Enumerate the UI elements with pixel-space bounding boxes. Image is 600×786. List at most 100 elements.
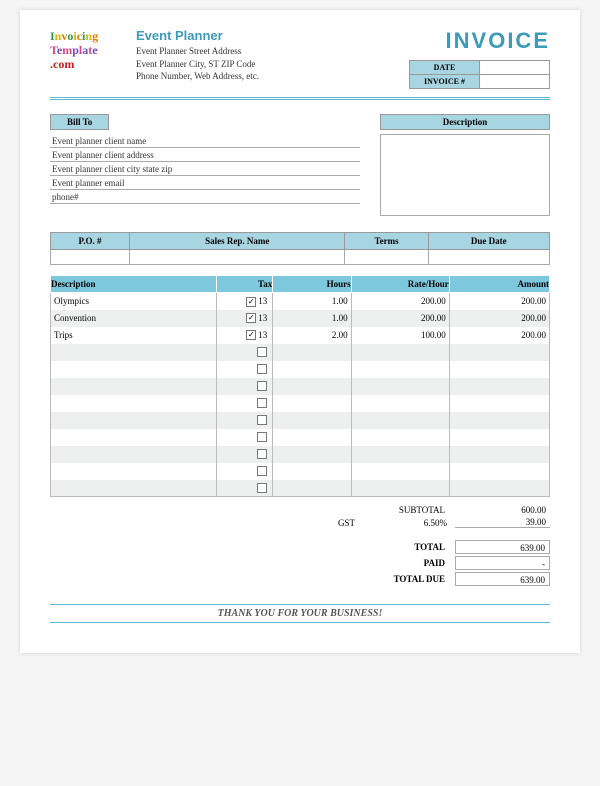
line-item-row	[51, 412, 550, 429]
item-tax[interactable]	[216, 412, 273, 429]
header: Invoicing Template .com Event Planner Ev…	[50, 28, 550, 89]
item-rate[interactable]	[351, 395, 449, 412]
item-rate[interactable]	[351, 480, 449, 497]
item-rate[interactable]	[351, 429, 449, 446]
item-hours[interactable]	[273, 463, 351, 480]
gst-pct: 6.50%	[365, 518, 455, 528]
item-rate[interactable]: 200.00	[351, 310, 449, 327]
gst-label: GST	[338, 518, 365, 528]
item-rate[interactable]	[351, 446, 449, 463]
tax-checkbox[interactable]	[257, 415, 267, 425]
invoice-page: Invoicing Template .com Event Planner Ev…	[20, 10, 580, 653]
gst-value: 39.00	[455, 517, 550, 528]
client-city-state-zip[interactable]: Event planner client city state zip	[50, 162, 360, 176]
tax-checkbox[interactable]	[257, 347, 267, 357]
item-amount	[449, 463, 549, 480]
item-rate[interactable]	[351, 412, 449, 429]
tax-checkbox[interactable]: ✓	[246, 313, 256, 323]
ref-header: P.O. #	[51, 233, 130, 250]
date-value[interactable]	[480, 61, 550, 75]
item-tax[interactable]: ✓13	[216, 310, 273, 327]
item-tax[interactable]	[216, 344, 273, 361]
ref-cell[interactable]	[345, 250, 428, 265]
ref-cell[interactable]	[130, 250, 345, 265]
thank-you-message: THANK YOU FOR YOUR BUSINESS!	[50, 604, 550, 623]
bill-to-block: Bill To Event planner client name Event …	[50, 114, 360, 216]
ref-header: Due Date	[428, 233, 549, 250]
item-tax[interactable]	[216, 480, 273, 497]
item-rate[interactable]	[351, 344, 449, 361]
item-hours[interactable]	[273, 395, 351, 412]
item-hours[interactable]	[273, 378, 351, 395]
tax-checkbox[interactable]	[257, 483, 267, 493]
client-phone[interactable]: phone#	[50, 190, 360, 204]
item-tax[interactable]	[216, 463, 273, 480]
client-name[interactable]: Event planner client name	[50, 134, 360, 148]
date-label: DATE	[410, 61, 480, 75]
item-hours[interactable]	[273, 361, 351, 378]
invoice-title-block: INVOICE DATE INVOICE #	[360, 28, 550, 89]
tax-checkbox[interactable]: ✓	[246, 330, 256, 340]
item-tax[interactable]	[216, 429, 273, 446]
item-description[interactable]: Olympics	[51, 293, 217, 310]
company-info: Event Planner Event Planner Street Addre…	[130, 28, 360, 89]
item-amount	[449, 378, 549, 395]
line-item-row	[51, 429, 550, 446]
tax-checkbox[interactable]	[257, 432, 267, 442]
invoice-title: INVOICE	[360, 28, 550, 54]
item-description[interactable]	[51, 378, 217, 395]
item-description[interactable]	[51, 429, 217, 446]
item-rate[interactable]	[351, 361, 449, 378]
subtotal-label: SUBTOTAL	[399, 505, 455, 515]
item-hours[interactable]: 2.00	[273, 327, 351, 344]
item-description[interactable]: Trips	[51, 327, 217, 344]
item-description[interactable]	[51, 395, 217, 412]
description-body[interactable]	[380, 134, 550, 216]
tax-checkbox[interactable]	[257, 466, 267, 476]
item-description[interactable]	[51, 446, 217, 463]
subtotal-value: 600.00	[455, 505, 550, 515]
total-due-label: TOTAL DUE	[394, 574, 455, 584]
item-description[interactable]	[51, 344, 217, 361]
invoice-num-value[interactable]	[480, 75, 550, 89]
item-tax[interactable]	[216, 395, 273, 412]
item-description[interactable]: Convention	[51, 310, 217, 327]
tax-checkbox[interactable]	[257, 449, 267, 459]
item-rate[interactable]	[351, 378, 449, 395]
item-tax[interactable]	[216, 378, 273, 395]
item-hours[interactable]	[273, 446, 351, 463]
item-tax[interactable]: ✓13	[216, 327, 273, 344]
item-tax[interactable]: ✓13	[216, 293, 273, 310]
client-email[interactable]: Event planner email	[50, 176, 360, 190]
item-tax[interactable]	[216, 446, 273, 463]
tax-checkbox[interactable]	[257, 381, 267, 391]
item-hours[interactable]: 1.00	[273, 293, 351, 310]
date-invoice-box: DATE INVOICE #	[409, 60, 550, 89]
paid-value[interactable]: -	[455, 556, 550, 570]
item-hours[interactable]	[273, 412, 351, 429]
tax-checkbox[interactable]	[257, 364, 267, 374]
item-hours[interactable]: 1.00	[273, 310, 351, 327]
item-rate[interactable]	[351, 463, 449, 480]
item-tax[interactable]	[216, 361, 273, 378]
item-description[interactable]	[51, 480, 217, 497]
paid-label: PAID	[424, 558, 455, 568]
item-rate[interactable]: 200.00	[351, 293, 449, 310]
tax-checkbox[interactable]	[257, 398, 267, 408]
ref-header: Sales Rep. Name	[130, 233, 345, 250]
line-item-row	[51, 378, 550, 395]
tax-checkbox[interactable]: ✓	[246, 297, 256, 307]
item-description[interactable]	[51, 412, 217, 429]
item-hours[interactable]	[273, 344, 351, 361]
client-address[interactable]: Event planner client address	[50, 148, 360, 162]
item-description[interactable]	[51, 463, 217, 480]
ref-cell[interactable]	[428, 250, 549, 265]
totals-block: SUBTOTAL 600.00 GST 6.50% 39.00 TOTAL 63…	[50, 505, 550, 586]
item-hours[interactable]	[273, 480, 351, 497]
total-due-value: 639.00	[455, 572, 550, 586]
line-item-row	[51, 344, 550, 361]
item-description[interactable]	[51, 361, 217, 378]
ref-cell[interactable]	[51, 250, 130, 265]
item-rate[interactable]: 100.00	[351, 327, 449, 344]
item-hours[interactable]	[273, 429, 351, 446]
